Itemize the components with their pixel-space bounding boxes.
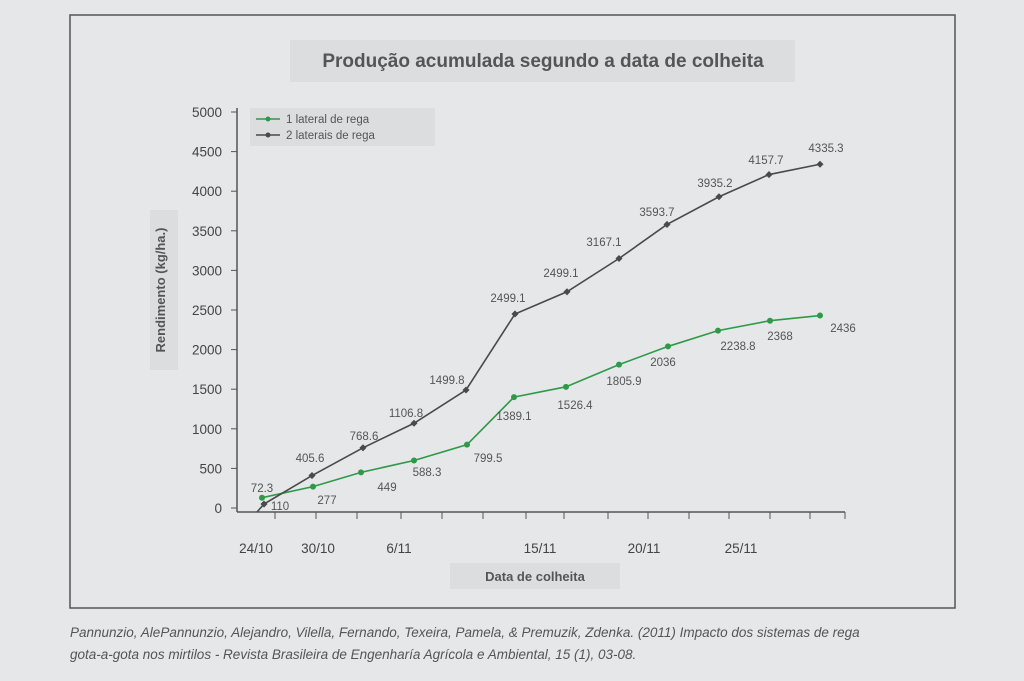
data-point	[358, 469, 364, 476]
ylabel-background	[150, 210, 178, 370]
x-tick-label: 24/10	[239, 541, 273, 556]
y-tick-label: 1500	[192, 382, 222, 397]
data-label: 3593.7	[639, 207, 674, 219]
data-label: 110	[271, 501, 289, 513]
data-point	[715, 327, 721, 334]
data-point	[563, 383, 569, 390]
data-point	[715, 193, 723, 201]
y-tick-label: 3000	[192, 263, 222, 278]
data-point	[259, 494, 265, 501]
data-label: 2499.1	[490, 293, 525, 305]
y-tick-label: 1000	[192, 422, 222, 437]
data-point	[511, 394, 517, 401]
data-point	[767, 317, 773, 324]
x-tick-label: 6/11	[386, 541, 411, 556]
y-tick-label: 2500	[192, 303, 222, 318]
data-point	[511, 310, 519, 318]
data-label: 72.3	[251, 483, 273, 495]
data-point	[464, 441, 470, 448]
legend-background	[250, 108, 435, 146]
xlabel-background	[450, 563, 620, 589]
y-tick-label: 4500	[192, 145, 222, 160]
legend-marker	[265, 132, 271, 138]
data-point	[411, 457, 417, 464]
y-tick-label: 3500	[192, 224, 222, 239]
data-label: 588.3	[413, 467, 442, 479]
x-tick-label: 30/10	[301, 541, 335, 556]
legend-label: 1 lateral de rega	[286, 114, 370, 126]
data-label: 277	[317, 495, 336, 507]
x-tick-label: 25/11	[725, 541, 758, 556]
data-label: 3935.2	[697, 178, 732, 190]
data-point	[308, 471, 316, 480]
data-label: 2436	[830, 323, 856, 335]
series-line	[256, 163, 821, 513]
data-label: 3167.1	[586, 237, 621, 249]
legend-label: 2 laterais de rega	[286, 130, 375, 142]
data-label: 449	[377, 482, 396, 494]
legend: 1 lateral de rega 2 laterais de rega	[256, 114, 375, 142]
data-point	[616, 361, 622, 368]
data-label: 2368	[767, 331, 793, 343]
data-label: 405.6	[296, 453, 325, 465]
series-1: 72.3 277 449 588.3 799.5 1389.1 1526.4 1805.9 20…	[251, 312, 856, 507]
data-label: 2238.8	[720, 341, 755, 353]
data-label: 1805.9	[606, 376, 641, 388]
data-label: 1106.8	[389, 408, 423, 420]
chart-title: Produção acumulada segundo a data de col…	[322, 51, 764, 72]
data-point	[817, 312, 823, 319]
data-point	[410, 419, 418, 427]
data-point	[665, 343, 671, 350]
data-point	[462, 386, 470, 394]
chart-frame	[69, 14, 956, 609]
data-label: 768.6	[350, 431, 379, 443]
data-point	[615, 254, 623, 263]
citation-caption: Pannunzio, AlePannunzio, Alejandro, Vile…	[70, 622, 970, 666]
data-label: 1499.8	[429, 375, 464, 387]
x-tick-label: 20/11	[628, 541, 661, 556]
y-tick-label: 5000	[192, 105, 222, 120]
y-tick-label: 0	[214, 501, 222, 516]
y-axis-label: Rendimento (kg/ha.)	[153, 228, 168, 353]
caption-line-1: Pannunzio, AlePannunzio, Alejandro, Vile…	[70, 625, 860, 640]
data-label: 1526.4	[557, 400, 593, 412]
data-label: 2036	[650, 357, 676, 369]
y-tick-label: 2000	[192, 343, 222, 358]
data-label: 799.5	[474, 453, 503, 465]
y-tick-label: 4000	[192, 184, 222, 199]
data-point	[563, 288, 571, 296]
data-label: 4157.7	[748, 155, 783, 167]
data-point	[663, 220, 671, 228]
data-point	[765, 171, 773, 179]
series-2: 110 405.6 768.6 1106.8 1499.8 2499.1 2499.1 316…	[256, 143, 844, 513]
legend-marker	[265, 116, 271, 122]
title-background	[290, 40, 795, 82]
series-line	[261, 314, 821, 499]
data-point	[816, 160, 824, 168]
data-point	[310, 483, 316, 490]
data-label: 2499.1	[543, 268, 578, 280]
data-label: 1389.1	[496, 411, 531, 423]
caption-line-2: gota-a-gota nos mirtilos - Revista Brasi…	[70, 647, 637, 662]
data-label: 4335.3	[808, 143, 843, 155]
x-axis-label: Data de colheita	[485, 569, 585, 584]
x-tick-label: 15/11	[524, 541, 557, 556]
data-point	[260, 500, 268, 508]
y-tick-label: 500	[199, 461, 222, 476]
data-point	[359, 444, 367, 452]
